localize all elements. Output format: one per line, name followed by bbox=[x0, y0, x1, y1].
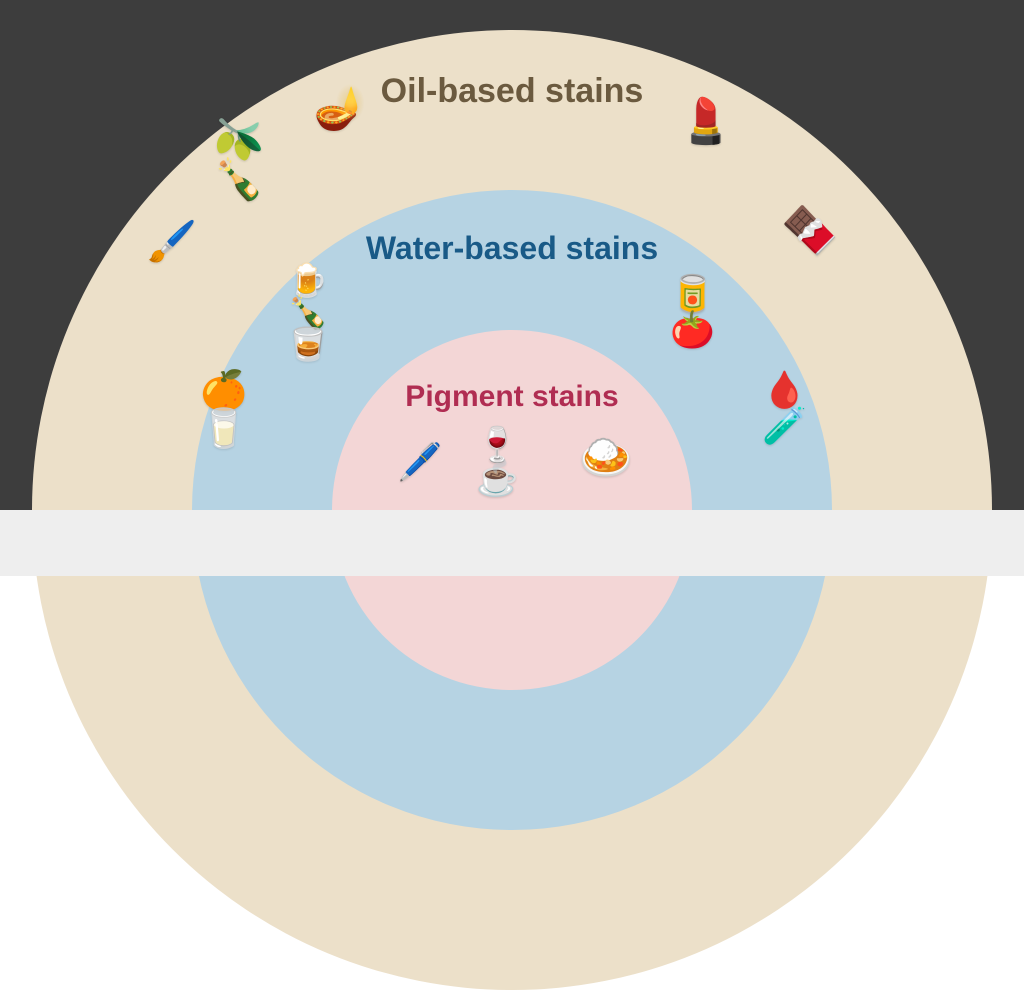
olive-oil-icon: 🫒🍾 bbox=[214, 130, 274, 190]
beverages-icon: 🍺🍾🥃 bbox=[288, 282, 348, 342]
sauces-ketchup-icon: 🥫🍅 bbox=[670, 282, 730, 342]
paint-tubes-icon: 🖌️ bbox=[142, 212, 202, 272]
oil-lamp-icon: 🪔 bbox=[310, 78, 370, 138]
curry-icon: 🍛 bbox=[576, 428, 636, 488]
stain-icons-layer: 🖌️🫒🍾 🪔 💄 🍫 🍊🥛 🍺🍾🥃 🥫🍅 🩸🧪 🖊️ 🍷☕ 🍛 bbox=[0, 0, 1024, 576]
juice-milk-icon: 🍊🥛 bbox=[200, 380, 260, 440]
wine-coffee-icon: 🍷☕ bbox=[476, 432, 536, 492]
lipstick-makeup-icon: 💄 bbox=[676, 92, 736, 152]
ink-markers-icon: 🖊️ bbox=[390, 432, 450, 492]
chocolate-icon: 🍫 bbox=[780, 200, 840, 260]
blood-sample-icon: 🩸🧪 bbox=[762, 378, 822, 438]
